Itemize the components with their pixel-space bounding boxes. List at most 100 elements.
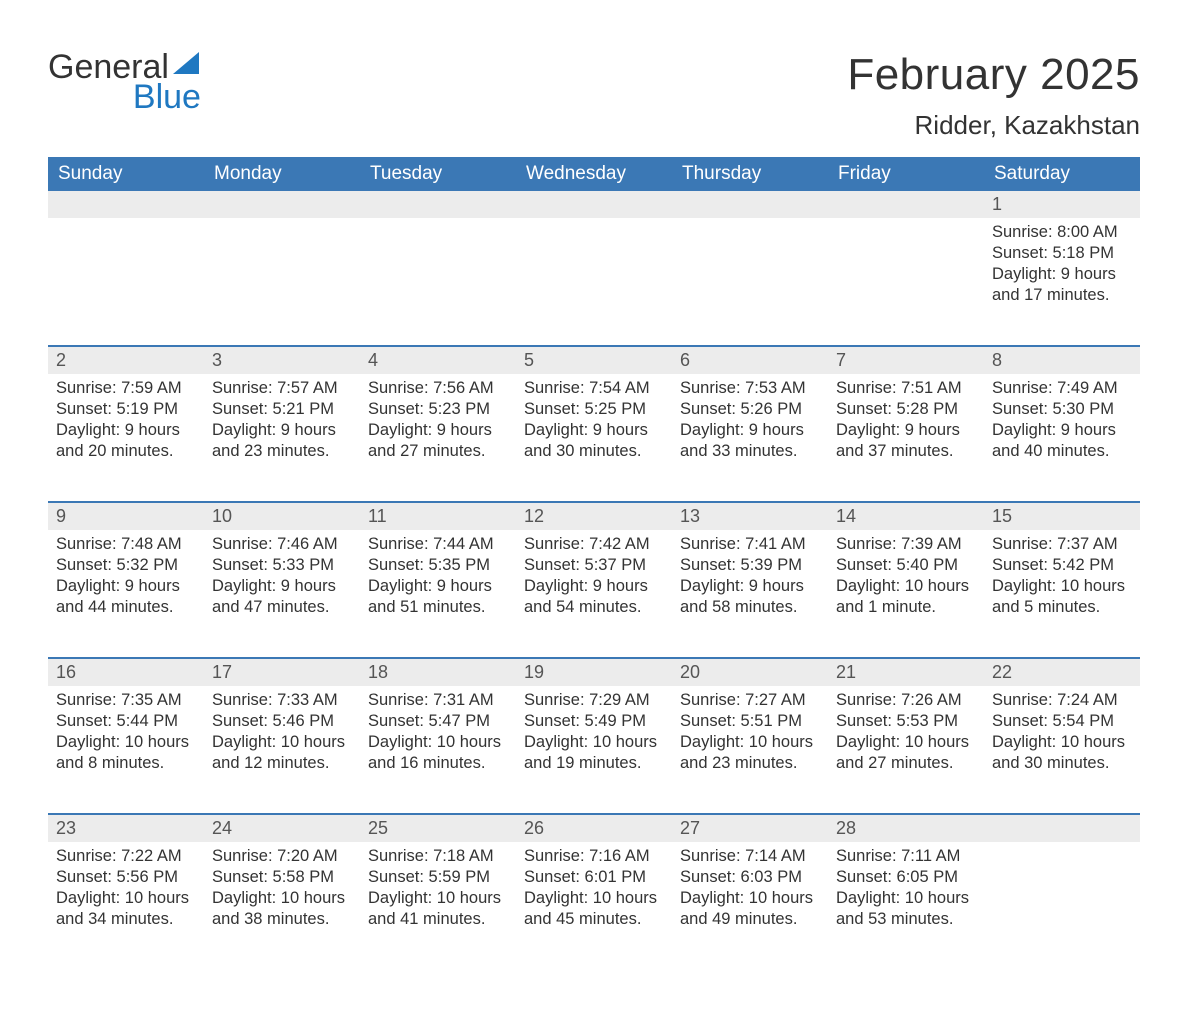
daylight-text: and 27 minutes. (836, 753, 976, 774)
sunrise-text: Sunrise: 7:39 AM (836, 534, 976, 555)
daylight-text: Daylight: 10 hours (836, 732, 976, 753)
sunset-text: Sunset: 5:49 PM (524, 711, 664, 732)
daylight-text: Daylight: 10 hours (212, 888, 352, 909)
daylight-text: Daylight: 9 hours (368, 576, 508, 597)
day-cell: Sunrise: 7:46 AMSunset: 5:33 PMDaylight:… (204, 530, 360, 658)
location: Ridder, Kazakhstan (847, 110, 1140, 141)
calendar-header-row: Sunday Monday Tuesday Wednesday Thursday… (48, 157, 1140, 191)
daylight-text: Daylight: 9 hours (56, 420, 196, 441)
daylight-text: Daylight: 9 hours (56, 576, 196, 597)
sunrise-text: Sunrise: 7:26 AM (836, 690, 976, 711)
sunset-text: Sunset: 6:03 PM (680, 867, 820, 888)
weekday-header: Thursday (672, 157, 828, 191)
content-row: Sunrise: 7:59 AMSunset: 5:19 PMDaylight:… (48, 374, 1140, 502)
day-number: 18 (360, 658, 516, 686)
daylight-text: Daylight: 10 hours (992, 576, 1132, 597)
day-number: 26 (516, 814, 672, 842)
sunset-text: Sunset: 6:01 PM (524, 867, 664, 888)
day-number: 12 (516, 502, 672, 530)
content-row: Sunrise: 7:22 AMSunset: 5:56 PMDaylight:… (48, 842, 1140, 970)
sunrise-text: Sunrise: 7:20 AM (212, 846, 352, 867)
day-number: 27 (672, 814, 828, 842)
sunset-text: Sunset: 5:59 PM (368, 867, 508, 888)
daylight-text: Daylight: 9 hours (680, 420, 820, 441)
daylight-text: Daylight: 10 hours (992, 732, 1132, 753)
daylight-text: Daylight: 10 hours (212, 732, 352, 753)
daylight-text: Daylight: 9 hours (992, 264, 1132, 285)
daylight-text: Daylight: 10 hours (56, 888, 196, 909)
day-cell (360, 218, 516, 346)
sunrise-text: Sunrise: 7:53 AM (680, 378, 820, 399)
daylight-text: and 41 minutes. (368, 909, 508, 930)
sunrise-text: Sunrise: 7:35 AM (56, 690, 196, 711)
day-number (828, 191, 984, 218)
sunrise-text: Sunrise: 7:29 AM (524, 690, 664, 711)
sunrise-text: Sunrise: 7:44 AM (368, 534, 508, 555)
day-number: 28 (828, 814, 984, 842)
day-cell: Sunrise: 7:48 AMSunset: 5:32 PMDaylight:… (48, 530, 204, 658)
sunset-text: Sunset: 5:25 PM (524, 399, 664, 420)
sunrise-text: Sunrise: 7:16 AM (524, 846, 664, 867)
sunrise-text: Sunrise: 7:27 AM (680, 690, 820, 711)
day-number: 21 (828, 658, 984, 686)
sunrise-text: Sunrise: 7:33 AM (212, 690, 352, 711)
header: General Blue February 2025 Ridder, Kazak… (48, 50, 1140, 151)
weekday-header: Tuesday (360, 157, 516, 191)
day-number: 16 (48, 658, 204, 686)
day-number: 25 (360, 814, 516, 842)
sunset-text: Sunset: 5:26 PM (680, 399, 820, 420)
daylight-text: and 23 minutes. (212, 441, 352, 462)
day-number (48, 191, 204, 218)
daylight-text: and 40 minutes. (992, 441, 1132, 462)
daylight-text: and 8 minutes. (56, 753, 196, 774)
day-cell (204, 218, 360, 346)
sunrise-text: Sunrise: 7:22 AM (56, 846, 196, 867)
sunrise-text: Sunrise: 7:51 AM (836, 378, 976, 399)
day-number: 11 (360, 502, 516, 530)
daylight-text: and 33 minutes. (680, 441, 820, 462)
day-number: 15 (984, 502, 1140, 530)
sunrise-text: Sunrise: 7:18 AM (368, 846, 508, 867)
daylight-text: Daylight: 10 hours (680, 888, 820, 909)
daylight-text: and 49 minutes. (680, 909, 820, 930)
day-cell: Sunrise: 7:53 AMSunset: 5:26 PMDaylight:… (672, 374, 828, 502)
day-number: 2 (48, 346, 204, 374)
daylight-text: and 19 minutes. (524, 753, 664, 774)
logo: General Blue (48, 50, 201, 115)
daylight-text: and 17 minutes. (992, 285, 1132, 306)
day-cell (984, 842, 1140, 970)
sunset-text: Sunset: 5:23 PM (368, 399, 508, 420)
day-number: 4 (360, 346, 516, 374)
day-cell: Sunrise: 7:31 AMSunset: 5:47 PMDaylight:… (360, 686, 516, 814)
day-number: 7 (828, 346, 984, 374)
sunrise-text: Sunrise: 7:59 AM (56, 378, 196, 399)
day-number: 3 (204, 346, 360, 374)
daylight-text: and 16 minutes. (368, 753, 508, 774)
weekday-header: Saturday (984, 157, 1140, 191)
day-cell: Sunrise: 7:54 AMSunset: 5:25 PMDaylight:… (516, 374, 672, 502)
calendar-table: Sunday Monday Tuesday Wednesday Thursday… (48, 157, 1140, 970)
sunset-text: Sunset: 5:18 PM (992, 243, 1132, 264)
sunset-text: Sunset: 5:40 PM (836, 555, 976, 576)
sunrise-text: Sunrise: 7:11 AM (836, 846, 976, 867)
day-cell: Sunrise: 7:42 AMSunset: 5:37 PMDaylight:… (516, 530, 672, 658)
sunset-text: Sunset: 5:46 PM (212, 711, 352, 732)
sunrise-text: Sunrise: 7:37 AM (992, 534, 1132, 555)
sunset-text: Sunset: 5:21 PM (212, 399, 352, 420)
page: General Blue February 2025 Ridder, Kazak… (0, 0, 1188, 1010)
sunset-text: Sunset: 5:30 PM (992, 399, 1132, 420)
title-block: February 2025 Ridder, Kazakhstan (847, 50, 1140, 151)
day-cell: Sunrise: 7:11 AMSunset: 6:05 PMDaylight:… (828, 842, 984, 970)
daylight-text: and 5 minutes. (992, 597, 1132, 618)
content-row: Sunrise: 8:00 AMSunset: 5:18 PMDaylight:… (48, 218, 1140, 346)
sunset-text: Sunset: 5:32 PM (56, 555, 196, 576)
sunset-text: Sunset: 5:54 PM (992, 711, 1132, 732)
daylight-text: Daylight: 10 hours (680, 732, 820, 753)
day-cell: Sunrise: 7:18 AMSunset: 5:59 PMDaylight:… (360, 842, 516, 970)
day-number: 6 (672, 346, 828, 374)
day-cell (516, 218, 672, 346)
daynum-row: 9101112131415 (48, 502, 1140, 530)
day-cell (672, 218, 828, 346)
sunset-text: Sunset: 5:37 PM (524, 555, 664, 576)
day-number: 10 (204, 502, 360, 530)
